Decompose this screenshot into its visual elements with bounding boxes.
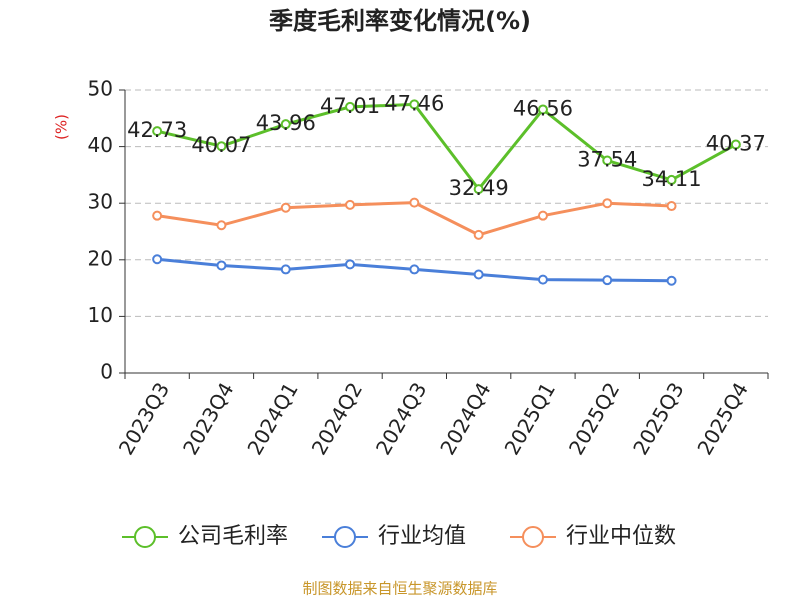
x-tick-label: 2024Q1: [242, 378, 302, 459]
point-marker: [152, 126, 163, 137]
point-marker: [473, 229, 484, 240]
point-marker: [537, 210, 548, 221]
x-tick-label: 2023Q4: [178, 378, 238, 459]
point-marker: [280, 202, 291, 213]
point-marker: [409, 99, 420, 110]
x-tick-label: 2025Q2: [564, 378, 624, 459]
source-note: 制图数据来自恒生聚源数据库: [302, 580, 497, 598]
point-marker: [409, 197, 420, 208]
y-tick-label: 40: [88, 133, 113, 157]
point-marker: [473, 269, 484, 280]
point-marker: [345, 259, 356, 270]
point-marker: [345, 199, 356, 210]
point-marker: [473, 184, 484, 195]
y-tick-label: 10: [88, 303, 113, 327]
data-label: 37.54: [577, 148, 637, 172]
point-marker: [152, 254, 163, 265]
x-tick-label: 2024Q4: [435, 378, 495, 459]
legend-label: 行业中位数: [566, 524, 676, 549]
x-tick-label: 2024Q3: [371, 378, 431, 459]
x-tick-label: 2025Q4: [692, 378, 752, 459]
legend-marker: [134, 526, 156, 548]
x-tick-label: 2025Q3: [628, 378, 688, 459]
point-marker: [345, 101, 356, 112]
data-label: 42.73: [127, 118, 187, 142]
point-marker: [602, 198, 613, 209]
point-marker: [216, 260, 227, 271]
series-line: [156, 102, 737, 192]
data-label: 47.01: [320, 94, 380, 118]
legend-marker: [522, 526, 544, 548]
data-label: 43.96: [256, 111, 316, 135]
data-label: 40.07: [191, 133, 251, 157]
point-marker: [666, 174, 677, 185]
y-tick-label: 0: [100, 360, 113, 384]
point-marker: [152, 210, 163, 221]
point-marker: [280, 119, 291, 130]
x-tick-label: 2025Q1: [500, 378, 560, 459]
legend-marker: [334, 526, 356, 548]
point-marker: [666, 201, 677, 212]
y-axis-label: (%): [53, 114, 71, 140]
y-tick-label: 50: [88, 77, 113, 101]
y-tick-label: 20: [88, 246, 113, 270]
point-marker: [409, 264, 420, 275]
data-label: 47.46: [384, 91, 444, 115]
point-marker: [602, 275, 613, 286]
point-marker: [537, 104, 548, 115]
data-label: 34.11: [641, 167, 701, 191]
chart-title: 季度毛利率变化情况(%): [269, 7, 531, 35]
x-tick-label: 2023Q3: [114, 378, 174, 459]
point-marker: [666, 275, 677, 286]
x-tick-label: 2024Q2: [307, 378, 367, 459]
point-marker: [537, 274, 548, 285]
point-marker: [602, 155, 613, 166]
data-label: 46.56: [513, 96, 573, 120]
point-marker: [216, 220, 227, 231]
point-marker: [216, 141, 227, 152]
data-label: 32.49: [449, 176, 509, 200]
data-label: 40.37: [706, 132, 766, 156]
point-marker: [730, 139, 741, 150]
legend-label: 行业均值: [378, 524, 466, 549]
y-tick-label: 30: [88, 190, 113, 214]
point-marker: [280, 264, 291, 275]
legend-label: 公司毛利率: [178, 524, 288, 549]
